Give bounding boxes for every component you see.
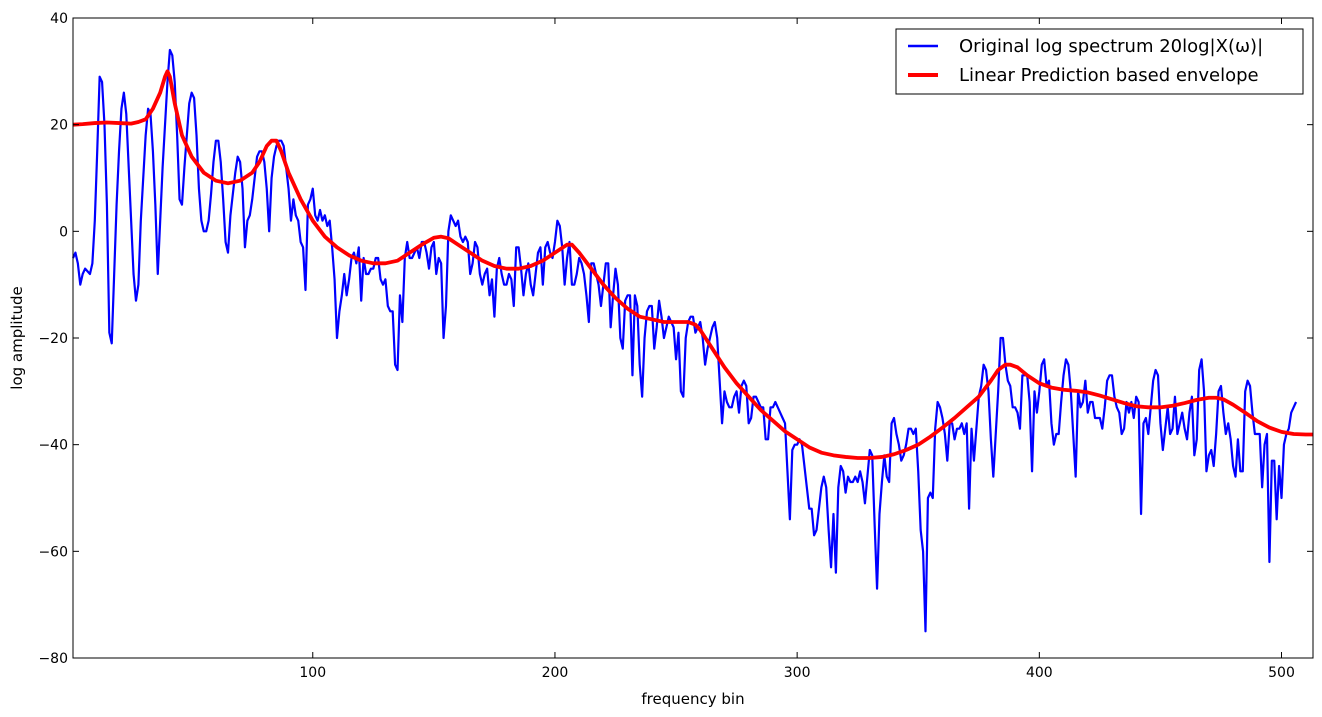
series-line-original [71, 48, 1298, 633]
x-tick-label: 400 [1026, 665, 1053, 681]
y-tick-label: −60 [38, 544, 68, 560]
x-axis-label: frequency bin [641, 690, 744, 708]
y-tick-label: −40 [38, 438, 68, 454]
legend-label-original: Original log spectrum 20log|X(ω)| [959, 36, 1263, 57]
x-tick-label: 500 [1268, 665, 1295, 681]
series-layer [71, 48, 1313, 633]
x-tick-label: 200 [542, 665, 569, 681]
legend-label-envelope: Linear Prediction based envelope [959, 65, 1259, 86]
legend: Original log spectrum 20log|X(ω)| Linear… [895, 28, 1304, 95]
y-axis-label: log amplitude [8, 286, 26, 389]
y-tick-label: −80 [38, 651, 68, 667]
series-line-envelope [72, 69, 1313, 460]
plot-background [73, 18, 1313, 658]
x-tick-label: 300 [784, 665, 811, 681]
y-tick-label: 0 [59, 224, 68, 240]
y-tick-label: 20 [50, 118, 68, 134]
y-tick-label: −20 [38, 331, 68, 347]
y-tick-label: 40 [50, 11, 68, 27]
x-tick-label: 100 [299, 665, 326, 681]
legend-box [895, 28, 1304, 95]
